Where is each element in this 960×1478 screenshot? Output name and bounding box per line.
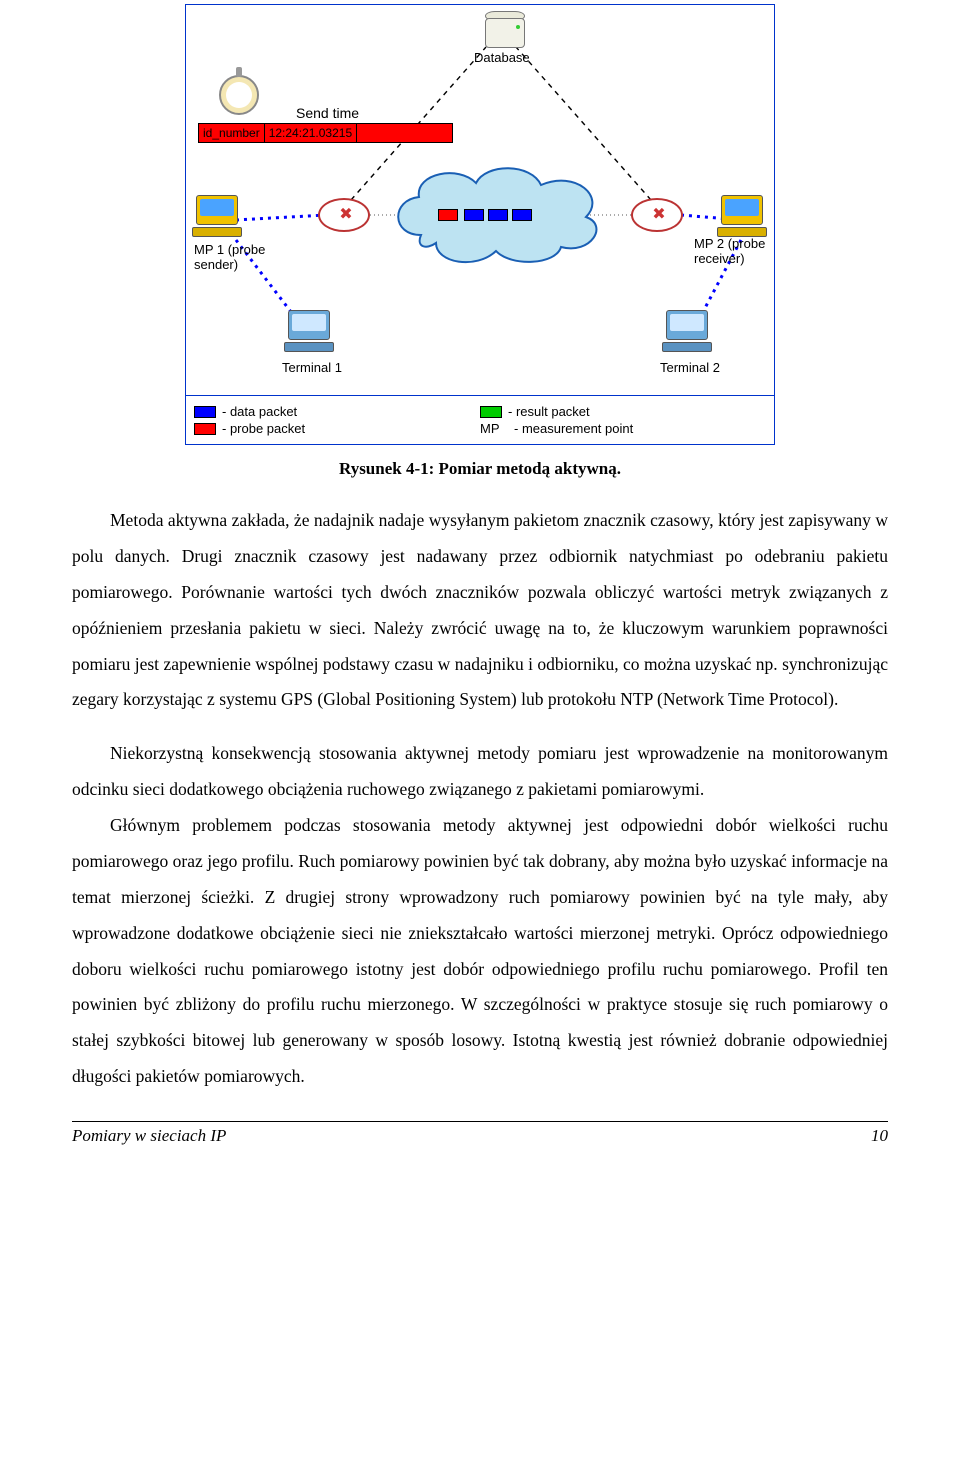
paragraph-3: Głównym problemem podczas stosowania met… <box>72 808 888 1095</box>
id-number-label: id_number <box>198 123 265 143</box>
figure-caption: Rysunek 4-1: Pomiar metodą aktywną. <box>0 459 960 479</box>
legend-data-packet: - data packet <box>222 404 297 419</box>
data-packet-3 <box>512 209 532 221</box>
mp1-label: MP 1 (probe sender) <box>194 243 265 273</box>
diagram-frame: Database Send time id_number 12:24:21.03… <box>185 4 775 445</box>
legend-result-packet: - result packet <box>508 404 590 419</box>
swatch-result-packet <box>480 406 502 418</box>
swatch-data-packet <box>194 406 216 418</box>
diagram-canvas: Database Send time id_number 12:24:21.03… <box>186 5 774 395</box>
terminal1-label: Terminal 1 <box>282 361 342 376</box>
paragraph-1: Metoda aktywna zakłada, że nadajnik nada… <box>72 503 888 718</box>
legend-mp-abbr: MP <box>480 421 508 436</box>
swatch-probe-packet <box>194 423 216 435</box>
mp1-pc <box>196 195 254 247</box>
body-text: Metoda aktywna zakłada, że nadajnik nada… <box>0 503 960 1095</box>
stopwatch-icon <box>216 65 262 121</box>
terminal1-pc <box>288 310 346 362</box>
legend-probe-packet: - probe packet <box>222 421 305 436</box>
legend-mp-full: - measurement point <box>514 421 633 436</box>
legend-row-result: - result packet <box>480 404 766 419</box>
id-number-tail <box>357 123 453 143</box>
probe-packet-in-cloud <box>438 209 458 221</box>
terminal2-label: Terminal 2 <box>660 361 720 376</box>
data-packet-1 <box>464 209 484 221</box>
diagram-container: Database Send time id_number 12:24:21.03… <box>0 0 960 445</box>
terminal2-pc <box>666 310 724 362</box>
mp2-label: MP 2 (probe receiver) <box>694 237 765 267</box>
footer-title: Pomiary w sieciach IP <box>72 1126 226 1146</box>
router-right: ✖ <box>631 198 683 232</box>
router-left: ✖ <box>318 198 370 232</box>
legend: - data packet - probe packet - result pa… <box>186 395 774 444</box>
data-packet-2 <box>488 209 508 221</box>
database-label: Database <box>474 51 530 66</box>
legend-row-mp: MP - measurement point <box>480 421 766 436</box>
footer: Pomiary w sieciach IP 10 <box>0 1122 960 1160</box>
legend-row-probe: - probe packet <box>194 421 480 436</box>
send-time-label: Send time <box>296 105 359 121</box>
footer-page-number: 10 <box>871 1126 888 1146</box>
paragraph-2: Niekorzystną konsekwencją stosowania akt… <box>72 736 888 808</box>
legend-row-data: - data packet <box>194 404 480 419</box>
id-number-box: id_number 12:24:21.03215 <box>198 123 453 143</box>
id-number-value: 12:24:21.03215 <box>265 123 357 143</box>
